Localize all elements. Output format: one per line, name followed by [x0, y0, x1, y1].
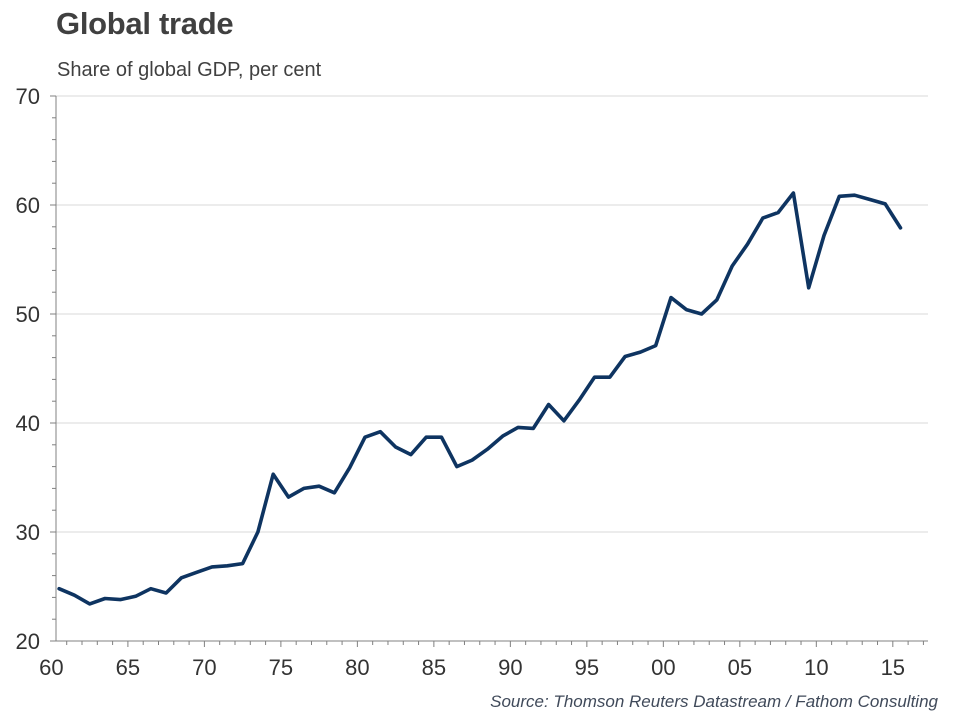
data-point [73, 594, 76, 597]
data-point [517, 426, 520, 429]
data-point [241, 562, 244, 565]
data-point [608, 376, 611, 379]
data-point [884, 202, 887, 205]
data-point [58, 587, 61, 590]
data-point [639, 351, 642, 354]
gridlines [56, 95, 928, 533]
y-tick-label: 40 [16, 411, 40, 436]
data-point [425, 436, 428, 439]
data-point [226, 564, 229, 567]
data-point [532, 427, 535, 430]
data-point [501, 435, 504, 438]
data-point [761, 217, 764, 220]
x-tick-label: 00 [651, 655, 675, 680]
x-tick-label: 70 [192, 655, 216, 680]
data-point [318, 485, 321, 488]
data-point [700, 313, 703, 316]
data-point [624, 355, 627, 358]
y-tick-label: 70 [16, 84, 40, 109]
data-point [195, 571, 198, 574]
y-tick-label: 30 [16, 520, 40, 545]
x-tick-label: 60 [39, 655, 63, 680]
data-point [746, 243, 749, 246]
data-point [868, 198, 871, 201]
data-point [471, 459, 474, 462]
data-point [823, 234, 826, 237]
data-point [440, 436, 443, 439]
data-point [302, 487, 305, 490]
data-point [593, 376, 596, 379]
x-tick-label: 65 [116, 655, 140, 680]
data-point [670, 296, 673, 299]
data-point [562, 419, 565, 422]
chart-subtitle: Share of global GDP, per cent [57, 59, 322, 81]
series-line-0 [57, 191, 903, 606]
x-tick-label: 15 [881, 655, 905, 680]
data-point [379, 430, 382, 433]
data-point [394, 446, 397, 449]
data-point [348, 466, 351, 469]
data-point [104, 597, 107, 600]
data-point [287, 496, 290, 499]
data-point [165, 592, 168, 595]
data-point [792, 192, 795, 195]
data-point [134, 595, 137, 598]
y-tick-label: 60 [16, 193, 40, 218]
data-point [899, 226, 902, 229]
y-tick-label: 50 [16, 302, 40, 327]
data-point [149, 587, 152, 590]
x-tick-label: 80 [345, 655, 369, 680]
y-axis-tick-labels: 20 30 40 50 60 70 [16, 84, 40, 654]
data-point [715, 298, 718, 301]
chart-title: Global trade [56, 6, 234, 41]
data-point [654, 344, 657, 347]
data-point [853, 194, 856, 197]
data-point [547, 403, 550, 406]
axes [50, 95, 928, 647]
data-point [180, 576, 183, 579]
x-tick-label: 90 [498, 655, 522, 680]
data-point [685, 308, 688, 311]
data-point [777, 211, 780, 214]
data-point [455, 465, 458, 468]
data-point [272, 473, 275, 476]
data-point [807, 286, 810, 289]
data-point [211, 565, 214, 568]
data-point [578, 399, 581, 402]
y-tick-label: 20 [16, 629, 40, 654]
x-tick-label: 75 [269, 655, 293, 680]
x-tick-label: 05 [728, 655, 752, 680]
data-point [409, 453, 412, 456]
data-point [119, 598, 122, 601]
source-note: Source: Thomson Reuters Datastream / Fat… [490, 692, 938, 711]
x-tick-label: 85 [422, 655, 446, 680]
data-point [486, 448, 489, 451]
series-layer [57, 191, 903, 606]
x-tick-label: 10 [804, 655, 828, 680]
data-point [364, 436, 367, 439]
data-point [88, 602, 91, 605]
data-point [333, 491, 336, 494]
data-point [838, 195, 841, 198]
data-point [731, 265, 734, 268]
x-tick-label: 95 [575, 655, 599, 680]
data-point [256, 531, 259, 534]
x-axis-tick-labels: 60 65 70 75 80 85 90 95 00 05 10 15 [39, 655, 905, 680]
